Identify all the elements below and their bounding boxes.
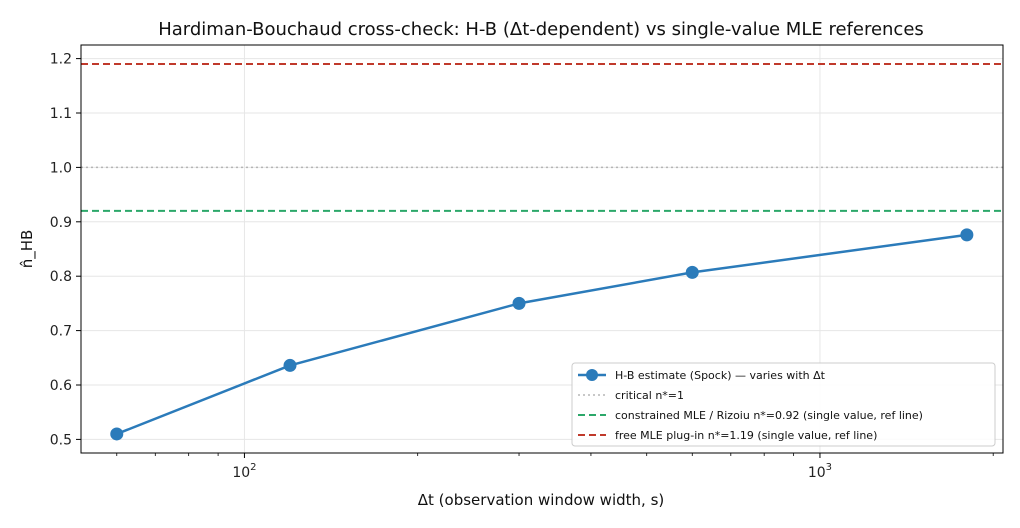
y-tick-label: 0.6 — [50, 378, 72, 394]
legend-swatch-marker — [586, 369, 598, 381]
y-tick-label: 0.5 — [50, 432, 72, 448]
legend-entries: H-B estimate (Spock) — varies with Δt cri… — [578, 369, 923, 442]
legend-label: free MLE plug-in n*=1.19 (single value, … — [615, 429, 877, 442]
legend-box — [571, 362, 996, 447]
y-tick-label: 0.7 — [50, 324, 72, 340]
y-tick-label: 1.1 — [50, 106, 72, 122]
data-point — [283, 358, 297, 372]
y-tick-label: 1.0 — [50, 160, 72, 176]
y-tick-label: 0.9 — [50, 215, 72, 231]
tick-layer: 0.5 0.6 0.7 0.8 0.9 1.0 1.1 1.2 102 103 — [50, 52, 994, 481]
series-layer — [110, 228, 974, 441]
x-tick-label: 103 — [808, 462, 832, 481]
y-tick-label: 0.8 — [50, 269, 72, 285]
x-tick-label: 102 — [232, 462, 256, 481]
data-point — [110, 427, 124, 441]
legend-label: constrained MLE / Rizoiu n*=0.92 (single… — [615, 409, 923, 422]
data-point — [685, 265, 699, 279]
plot-frame — [80, 44, 1004, 454]
y-axis-title: n̂_HB — [18, 230, 37, 269]
x-axis-title: Δt (observation window width, s) — [418, 491, 664, 509]
legend-label: H-B estimate (Spock) — varies with Δt — [615, 369, 826, 382]
legend: H-B estimate (Spock) — varies with Δt cri… — [571, 362, 996, 447]
y-tick-label: 1.2 — [50, 52, 72, 68]
legend-label: critical n*=1 — [615, 389, 684, 402]
data-point — [512, 296, 526, 310]
chart-title: Hardiman-Bouchaud cross-check: H-B (Δt-d… — [158, 19, 924, 40]
reference-lines — [81, 63, 1003, 212]
data-point — [960, 228, 974, 242]
